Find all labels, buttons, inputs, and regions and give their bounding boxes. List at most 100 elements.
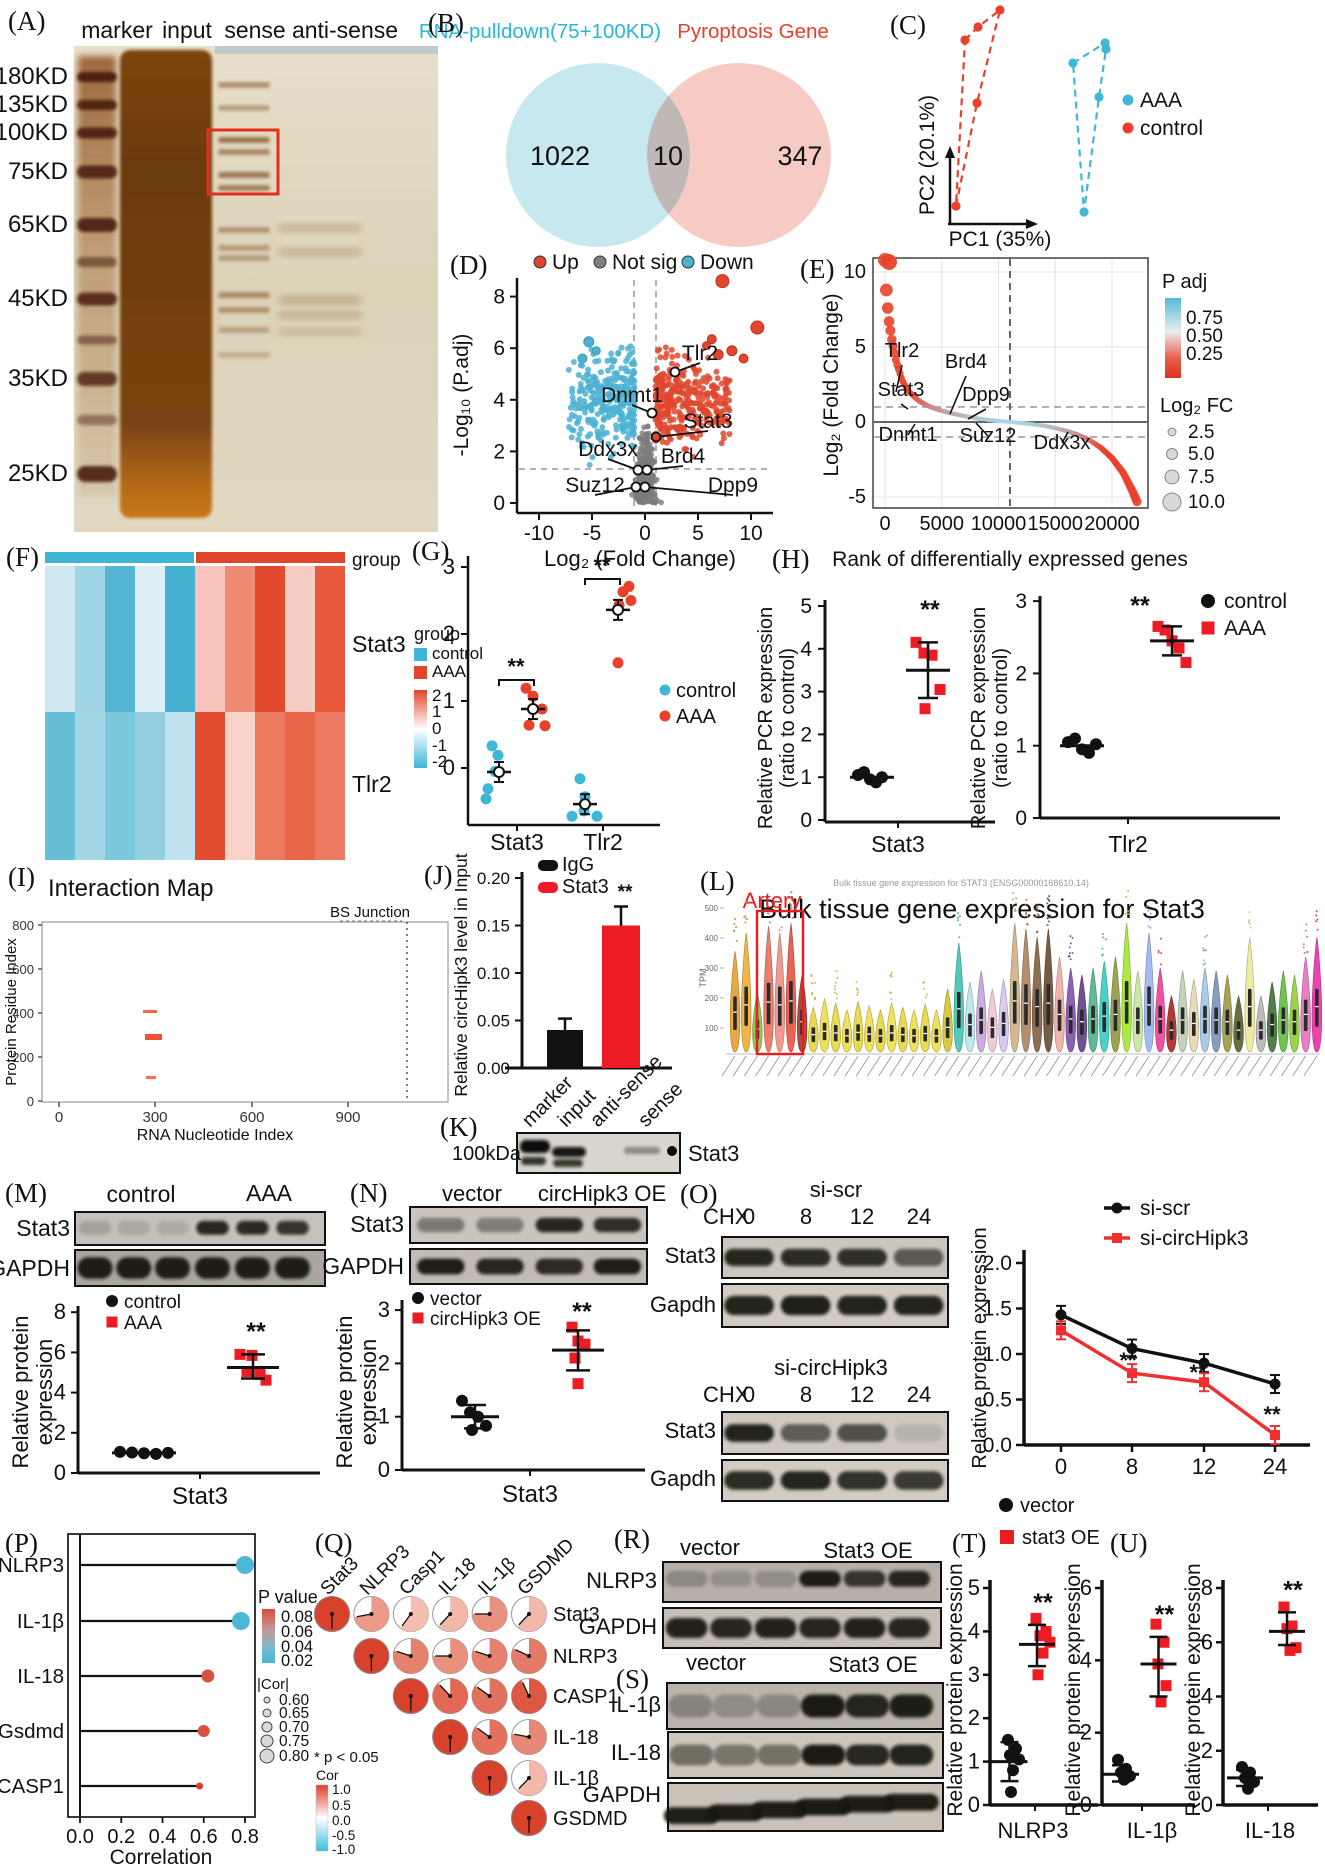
- y-tick: 2.0: [983, 1252, 1012, 1275]
- arrow-head: [1026, 219, 1038, 229]
- legend-label: AAA: [1224, 617, 1266, 640]
- x-tick-label-stub: [811, 1055, 825, 1077]
- violin-box: [1091, 1005, 1095, 1034]
- volcano-point-down: [605, 393, 612, 400]
- interaction-mark: [146, 1076, 156, 1079]
- colorbar-tick: 1: [432, 702, 441, 721]
- protein-band: [780, 1471, 831, 1490]
- violin-outlier-dot: [1159, 963, 1162, 966]
- violin-median: [1169, 1029, 1174, 1031]
- legend-label: AAA: [432, 662, 467, 681]
- sense-band: [218, 149, 270, 155]
- violin-outlier-dot: [1025, 898, 1028, 901]
- violin-outlier-dot: [1315, 920, 1318, 923]
- volcano-point-down: [618, 344, 625, 351]
- volcano-outlier-down: [583, 336, 595, 348]
- category-label: IL-18: [17, 1665, 64, 1688]
- heatmap-cell: [75, 712, 105, 860]
- square-marker: [918, 647, 930, 659]
- square-marker: [1160, 1680, 1172, 1692]
- y-tick: 1: [968, 1749, 980, 1774]
- pie-center-dot: [527, 1816, 531, 1820]
- panel-j-bars: 0.20 0.15 0.10 0.05 0.00 Relative circHipk3 l…: [451, 853, 672, 1097]
- protein-label: IL-18: [611, 1740, 661, 1765]
- violin-outlier-dot: [835, 997, 838, 1000]
- square-marker: [1201, 621, 1215, 635]
- panel-label-a: (A): [8, 6, 46, 36]
- data-point: [1083, 746, 1095, 759]
- protein-band: [724, 1295, 774, 1316]
- colorbar-tick: 0.06: [281, 1623, 313, 1641]
- y-tick: 2: [54, 1420, 66, 1445]
- mw-label: 180KD: [0, 63, 68, 90]
- y-tick: 100: [705, 1024, 719, 1033]
- significance-stars: **: [920, 596, 940, 624]
- x-tick-label-stub: [1258, 1055, 1273, 1077]
- violin-outlier-dot: [1048, 895, 1051, 898]
- violin-outlier-dot: [1046, 897, 1049, 900]
- x-tick-label-stub: [1169, 1055, 1183, 1077]
- marker-band: [77, 257, 117, 267]
- volcano-point-down: [584, 403, 591, 410]
- volcano-point-up: [676, 383, 683, 390]
- pca-x-label: PC1 (35%): [949, 228, 1052, 251]
- protein-label: GAPDH: [0, 1255, 70, 1281]
- protein-label: Gapdh: [650, 1292, 716, 1317]
- volcano-point-up: [661, 372, 668, 379]
- violin-outlier-dot: [1316, 928, 1319, 931]
- violin-outlier-dot: [1036, 906, 1039, 909]
- violin-box: [777, 986, 782, 1026]
- mw-label: 25KD: [8, 460, 68, 487]
- size-legend-dot: [1166, 448, 1178, 460]
- heatmap-cell: [75, 566, 105, 712]
- violin-median: [889, 1032, 894, 1034]
- violin-outlier-dot: [1048, 916, 1051, 919]
- legend-dot: [593, 255, 607, 269]
- volcano-point-down: [617, 408, 624, 415]
- y-tick: 500: [705, 904, 719, 913]
- pca-point: [995, 5, 1005, 15]
- violin-outlier-dot: [1202, 963, 1205, 966]
- volcano-point-up: [667, 436, 674, 443]
- volcano-point-down: [618, 365, 625, 372]
- size-legend-dot: [1164, 469, 1180, 485]
- x-tick-label-stub: [788, 1055, 803, 1077]
- legend-label: Not sig: [612, 251, 677, 274]
- volcano-point-ns: [642, 476, 648, 483]
- pie-needle: [518, 1777, 530, 1790]
- volcano-point-down: [576, 396, 583, 403]
- volcano-point-up: [703, 378, 710, 385]
- violin-outlier-dot: [1069, 942, 1072, 945]
- volcano-point-up: [660, 383, 667, 390]
- violin-median: [744, 1004, 748, 1006]
- volcano-point-up: [690, 453, 697, 460]
- volcano-point-ns: [643, 436, 650, 442]
- time-label: 24: [907, 1382, 931, 1407]
- violin-outlier-dot: [1101, 947, 1104, 950]
- y-axis-label: (ratio to control): [990, 648, 1012, 788]
- volcano-point-up: [669, 353, 676, 360]
- heatmap-row-label: Stat3: [352, 631, 406, 657]
- volcano-point-up: [666, 397, 673, 404]
- violin-box: [1113, 999, 1118, 1032]
- data-point: [523, 719, 535, 731]
- volcano-point-up: [710, 403, 717, 410]
- panel-g-dots: 3 2 1 0 Stat3 Tlr2 ** ** control AAA: [443, 553, 736, 855]
- violin-outlier-dot: [890, 975, 893, 978]
- data-point: [1126, 1343, 1138, 1355]
- square-marker: [1056, 1325, 1066, 1336]
- matrix-row-label: CASP1: [553, 1686, 619, 1708]
- x-axis-label: Correlation: [110, 1846, 213, 1867]
- data-point: [480, 1419, 492, 1432]
- gel-well-strip: [215, 46, 438, 54]
- x-tick-label-stub: [945, 1055, 960, 1077]
- time-label: 8: [800, 1204, 812, 1229]
- pie-center-dot: [487, 1735, 492, 1739]
- protein-label: NLRP3: [586, 1568, 657, 1593]
- pie-center-dot: [448, 1654, 453, 1658]
- violin-median: [1068, 1018, 1073, 1020]
- y-tick: 5: [855, 336, 866, 358]
- colorbar-tick: 0.25: [1186, 344, 1223, 365]
- legend-dot: [659, 684, 671, 696]
- protein-band: [893, 1295, 944, 1316]
